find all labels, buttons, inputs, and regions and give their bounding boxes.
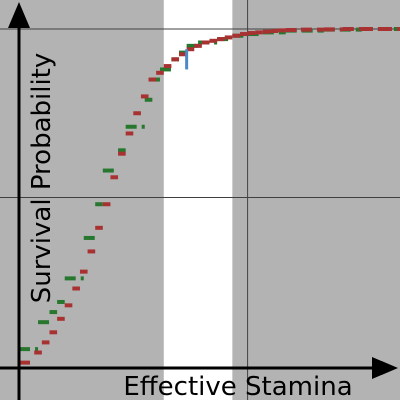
y-axis-arrow <box>8 2 30 28</box>
y-axis-label: Survival Probability <box>27 53 57 304</box>
x-axis-arrow <box>372 357 398 379</box>
highlight-band <box>163 0 233 400</box>
series-2 <box>19 27 400 365</box>
x-axis-label: Effective Stamina <box>123 372 352 400</box>
series-layer <box>19 27 400 365</box>
